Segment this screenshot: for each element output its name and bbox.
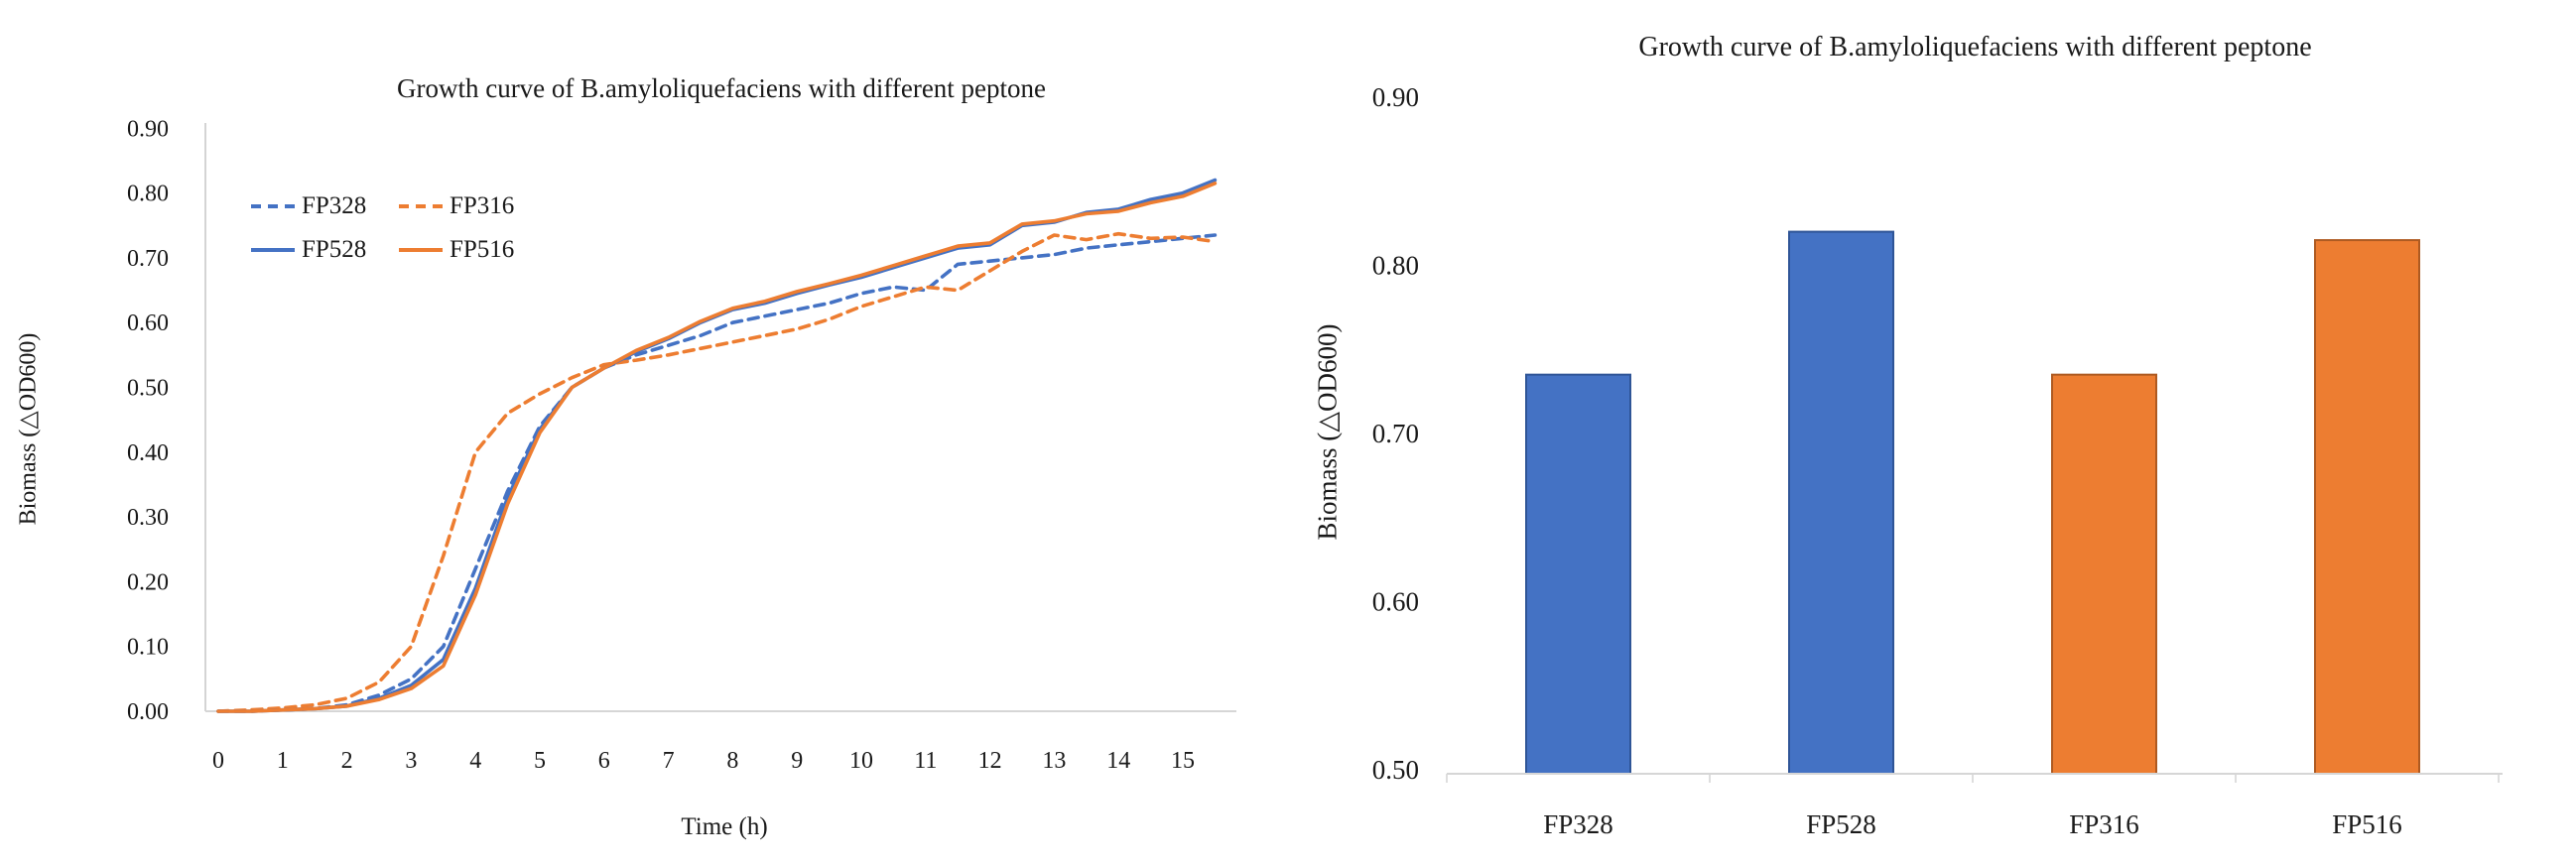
svg-text:FP516: FP516 [2332, 809, 2402, 839]
svg-text:0.30: 0.30 [127, 505, 169, 531]
legend-label: FP528 [302, 236, 367, 263]
line-chart-y-axis-title: Biomass (△OD600) [15, 332, 42, 526]
svg-text:0.60: 0.60 [1372, 587, 1419, 617]
svg-text:0.90: 0.90 [127, 116, 169, 142]
svg-text:5: 5 [534, 748, 546, 774]
svg-text:13: 13 [1042, 748, 1066, 774]
svg-text:0.10: 0.10 [127, 635, 169, 661]
svg-text:0.70: 0.70 [1372, 419, 1419, 448]
svg-text:11: 11 [914, 748, 937, 774]
svg-text:1: 1 [277, 748, 289, 774]
svg-text:0.40: 0.40 [127, 440, 169, 466]
svg-text:8: 8 [726, 748, 738, 774]
legend-label: FP316 [450, 192, 515, 219]
svg-text:6: 6 [598, 748, 610, 774]
svg-text:FP316: FP316 [2069, 809, 2139, 839]
svg-text:0.70: 0.70 [127, 246, 169, 272]
svg-text:15: 15 [1171, 748, 1195, 774]
legend-label: FP516 [450, 236, 515, 263]
legend-line-sample-dashed-blue [251, 204, 295, 208]
svg-text:12: 12 [978, 748, 1002, 774]
bar-chart-y-axis-title: Biomass (△OD600) [1312, 323, 1343, 541]
svg-text:FP328: FP328 [1543, 809, 1613, 839]
svg-text:0.60: 0.60 [127, 310, 169, 336]
svg-text:7: 7 [663, 748, 675, 774]
svg-text:14: 14 [1106, 748, 1130, 774]
svg-text:0.80: 0.80 [127, 182, 169, 207]
legend-row: FP528 FP516 [251, 236, 547, 264]
svg-text:0: 0 [212, 748, 224, 774]
bar-chart-title: Growth curve of B.amyloliquefaciens with… [1638, 32, 2312, 62]
bar-chart-plot-area: 0.50 0.60 0.70 0.80 0.90 FP328 FP528 FP316 FP516 [1372, 82, 2503, 839]
line-chart-plot-area: 0.00 0.10 0.20 0.30 0.40 0.50 0.60 0.70 0.80 0.90… [127, 116, 1236, 774]
growth-curve-bar-chart: 0.50 0.60 0.70 0.80 0.90 FP328 FP528 FP316 FP516… [1290, 0, 2576, 867]
growth-curve-line-chart: 0.00 0.10 0.20 0.30 0.40 0.50 0.60 0.70 0.80 0.90… [15, 73, 1236, 840]
legend-line-sample-solid-blue [251, 248, 295, 252]
legend-row: FP328 FP316 [251, 192, 547, 220]
svg-text:0.00: 0.00 [127, 699, 169, 725]
svg-text:4: 4 [469, 748, 481, 774]
svg-text:10: 10 [849, 748, 873, 774]
svg-text:0.90: 0.90 [1372, 82, 1419, 112]
svg-text:3: 3 [405, 748, 417, 774]
line-chart-x-axis-title: Time (h) [681, 813, 768, 840]
legend-label: FP328 [302, 192, 367, 219]
svg-text:FP528: FP528 [1806, 809, 1876, 839]
svg-text:0.50: 0.50 [1372, 755, 1419, 785]
legend-line-sample-dashed-orange [399, 204, 443, 208]
svg-text:0.80: 0.80 [1372, 251, 1419, 281]
legend-line-sample-solid-orange [399, 248, 443, 252]
svg-text:0.20: 0.20 [127, 569, 169, 595]
svg-text:9: 9 [791, 748, 803, 774]
svg-text:2: 2 [341, 748, 353, 774]
line-chart-title: Growth curve of B.amyloliquefaciens with… [396, 73, 1047, 103]
svg-text:0.50: 0.50 [127, 376, 169, 402]
line-chart-legend: FP328 FP316 FP528 FP516 [251, 192, 547, 280]
